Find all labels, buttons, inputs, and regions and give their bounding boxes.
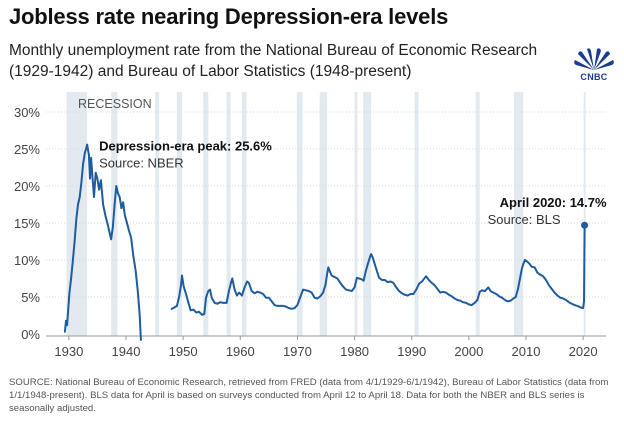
april-2020-marker [581,221,589,229]
annotation-peak-source: Source: NBER [99,156,184,171]
y-axis-labels: 0% 5% 10% 15% 20% 25% 30% [14,105,40,342]
annotation-april-source: Source: BLS [488,212,561,227]
annotations: Depression-era peak: 25.6% Source: NBER Ap… [99,139,607,229]
x-tick-label: 2010 [512,344,541,359]
cnbc-peacock-logo [574,48,614,70]
x-tick-label: 1940 [112,344,141,359]
x-tick-label: 2020 [569,344,598,359]
x-tick-label: 1970 [283,344,312,359]
x-tick-label: 1930 [54,344,83,359]
y-tick-label: 20% [14,179,40,194]
chart-title: Jobless rate nearing Depression-era leve… [9,4,449,29]
recession-band [319,92,328,336]
annotation-april-title: April 2020: 14.7% [500,195,607,210]
y-tick-label: 0% [21,327,40,342]
recession-band [354,92,358,336]
x-tick-label: 1960 [226,344,255,359]
annotation-peak-title: Depression-era peak: 25.6% [99,139,272,154]
y-tick-label: 10% [14,253,40,268]
grid-lines [46,111,606,337]
y-tick-label: 30% [14,105,40,120]
series-line-nber [63,143,142,341]
chart-subtitle: Monthly unemployment rate from the Natio… [9,42,538,80]
x-tick-label: 1980 [340,344,369,359]
x-tick-label: 1990 [397,344,426,359]
y-tick-label: 25% [14,142,40,157]
recession-band [583,92,586,336]
recession-band [296,92,303,336]
series-lines [63,143,586,341]
series-line-bls [170,224,586,316]
recession-band [475,92,480,336]
recession-band [363,92,372,336]
recession-label: RECESSION [78,97,152,111]
recession-band [242,92,247,336]
recession-band [414,92,419,336]
recession-band [155,92,160,336]
x-axis-labels: 1930 1940 1950 1960 1970 1980 1990 2000 2010 2020 [54,336,598,359]
recession-band [226,92,231,336]
recession-band [514,92,524,336]
recession-band [176,92,182,336]
x-tick-label: 1950 [169,344,198,359]
x-tick-label: 2000 [454,344,483,359]
recession-band [203,92,209,336]
y-tick-label: 5% [21,290,40,305]
logo-wordmark: CNBC [580,72,608,82]
unemployment-chart: RECESSION 0%5%10%15%20%25%30% 1930 1940 19… [14,92,607,359]
y-tick-label: 15% [14,216,40,231]
source-note: SOURCE: National Bureau of Economic Rese… [9,377,609,414]
